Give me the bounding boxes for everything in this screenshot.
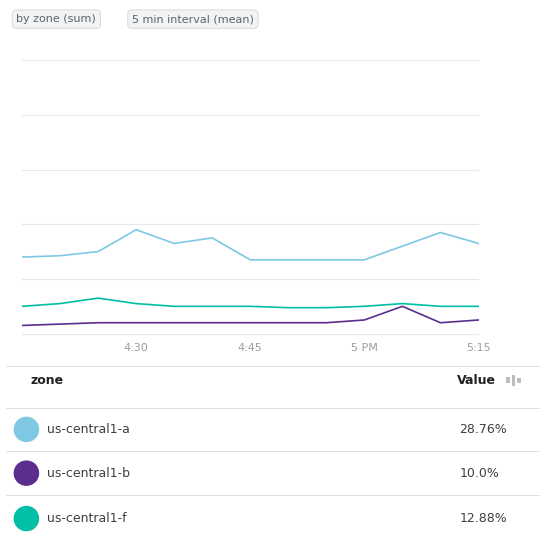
Text: 28.76%: 28.76% (459, 423, 507, 436)
Text: Value: Value (456, 374, 496, 387)
Text: 12.88%: 12.88% (459, 512, 507, 525)
Text: by zone (sum): by zone (sum) (16, 14, 96, 24)
Text: us-central1-a: us-central1-a (47, 423, 130, 436)
Text: zone: zone (30, 374, 63, 387)
Text: 10.0%: 10.0% (459, 467, 499, 480)
Text: 5 min interval (mean): 5 min interval (mean) (132, 14, 254, 24)
Text: us-central1-b: us-central1-b (47, 467, 130, 480)
Text: us-central1-f: us-central1-f (47, 512, 127, 525)
